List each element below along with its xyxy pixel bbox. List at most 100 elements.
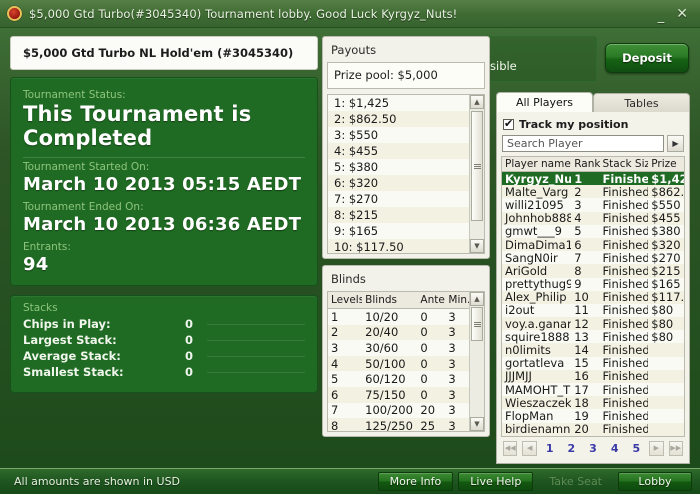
payout-row[interactable]: 2: $862.50 — [328, 111, 469, 127]
player-cell-stack: Finished — [602, 290, 649, 305]
pagination-page-2[interactable]: 2 — [567, 441, 576, 455]
blinds-row[interactable]: 3 30/60 0 3 — [328, 340, 469, 356]
tournament-status-label: Tournament Status: — [23, 89, 126, 101]
player-row[interactable]: gmwt___9 5 Finished $380 — [502, 224, 684, 239]
scroll-track[interactable] — [470, 306, 484, 417]
blinds-row[interactable]: 1 10/20 0 3 — [328, 309, 469, 325]
player-row[interactable]: FlopMan 19 Finished — [502, 408, 684, 423]
pagination-page-5[interactable]: 5 — [632, 441, 641, 455]
player-row[interactable]: JJJMJJ 16 Finished — [502, 369, 684, 383]
player-cell-stack: Finished — [602, 303, 649, 318]
player-row[interactable]: Kyrgyz_Nuts1 Finished$1,425 — [502, 171, 684, 186]
stack-label: Chips in Play: — [23, 317, 111, 331]
pagination-prev-button[interactable]: ◀ — [522, 440, 537, 456]
player-cell-rank: 12 — [574, 316, 589, 331]
player-row[interactable]: DimaDima136 Finished$320 — [502, 237, 684, 252]
scroll-up-icon[interactable]: ▲ — [470, 95, 484, 109]
scroll-thumb[interactable] — [471, 111, 483, 221]
player-row[interactable]: Alex_Philip 10 Finished$117.... — [502, 290, 684, 305]
blinds-row[interactable]: 5 60/120 0 3 — [328, 371, 469, 387]
footer-button-more-info[interactable]: More Info — [377, 472, 454, 491]
tab-tables[interactable]: Tables — [593, 93, 690, 112]
payout-row[interactable]: 7: $270 — [328, 191, 469, 207]
payout-row[interactable]: 8: $215 — [328, 207, 469, 223]
tab-all-players[interactable]: All Players — [496, 92, 593, 112]
player-cell-rank: 9 — [574, 277, 582, 292]
grip-icon — [473, 163, 481, 169]
track-position-row[interactable]: Track my position — [501, 116, 685, 135]
blinds-row[interactable]: 2 20/40 0 3 — [328, 324, 469, 341]
payouts-widget: Payouts Prize pool: $5,000 1: $1,425 2: $… — [322, 36, 490, 259]
pagination-page-4[interactable]: 4 — [610, 441, 619, 455]
player-cell-rank: 4 — [574, 211, 582, 226]
blinds-row[interactable]: 6 75/150 0 3 — [328, 386, 469, 403]
pagination-next-button[interactable]: ▶ — [649, 440, 664, 456]
payout-row[interactable]: 6: $320 — [328, 175, 469, 191]
stack-rule — [207, 340, 305, 341]
player-cell-rank: 8 — [574, 263, 582, 278]
player-cell-prize: $380 — [651, 224, 681, 239]
pagination-page-3[interactable]: 3 — [589, 441, 597, 455]
payout-row[interactable]: 1: $1,425 — [328, 95, 469, 111]
player-row[interactable]: prettythug999 Finished$165 — [502, 277, 684, 292]
pagination-page-1[interactable]: 1 — [545, 441, 554, 455]
minimize-button[interactable]: _ — [657, 8, 665, 24]
player-row[interactable]: Malte_Varg 2 Finished$862.... — [502, 184, 684, 199]
scroll-track[interactable] — [470, 109, 484, 239]
search-player-input[interactable]: Search Player — [502, 135, 664, 152]
blinds-cell-antes: 0 — [420, 325, 428, 340]
player-cell-rank: 19 — [574, 408, 589, 423]
pagination-first-button[interactable]: ◀◀ — [503, 440, 518, 456]
scroll-up-icon[interactable]: ▲ — [470, 292, 484, 306]
tournament-started-label: Tournament Started On: — [23, 161, 150, 173]
blinds-scrollbar[interactable]: ▲ ▼ — [469, 292, 484, 431]
player-cell-rank: 14 — [574, 343, 589, 358]
pagination-last-button[interactable]: ▶▶ — [668, 440, 683, 456]
player-row[interactable]: SangN0ir 7 Finished $270 — [502, 251, 684, 265]
footer-button-lobby[interactable]: Lobby — [618, 472, 692, 491]
player-row[interactable]: voy.a.ganar 12 Finished $80 — [502, 316, 684, 331]
player-row[interactable]: i2out 11 Finished $80 — [502, 303, 684, 318]
player-cell-prize: $455 — [651, 211, 681, 226]
payout-row[interactable]: 5: $380 — [328, 159, 469, 175]
scroll-thumb[interactable] — [471, 307, 483, 341]
player-cell-name: Kyrgyz_Nuts — [505, 171, 572, 186]
scroll-down-icon[interactable]: ▼ — [470, 239, 484, 253]
payout-row[interactable]: 4: $455 — [328, 143, 469, 159]
payouts-scrollbar[interactable]: ▲ ▼ — [469, 95, 484, 253]
payouts-list[interactable]: 1: $1,425 2: $862.50 3: $550 4: $455 5: $380… — [327, 94, 485, 254]
blinds-row[interactable]: 4 50/100 0 3 — [328, 355, 469, 372]
blinds-cell-antes: 0 — [420, 372, 428, 387]
player-cell-prize: $550 — [651, 197, 681, 212]
blinds-table[interactable]: Levels Blinds Antes Min. 110/2003220/400… — [327, 291, 485, 432]
player-cell-stack: Finished — [602, 237, 649, 252]
track-position-checkbox[interactable] — [503, 117, 514, 130]
payouts-rows: 1: $1,425 2: $862.50 3: $550 4: $455 5: $380… — [328, 95, 469, 253]
blinds-row[interactable]: 7 100/200 20 3 — [328, 402, 469, 419]
player-row[interactable]: birdienamn...20 Finished — [502, 422, 684, 436]
payout-row[interactable]: 10: $117.50 — [328, 239, 469, 253]
player-row[interactable]: n0limits 14 Finished — [502, 343, 684, 358]
blinds-row[interactable]: 8 125/250 25 3 — [328, 418, 469, 431]
deposit-button[interactable]: Deposit — [605, 43, 689, 73]
player-cell-stack: Finished — [602, 329, 649, 344]
payout-row[interactable]: 9: $165 — [328, 223, 469, 239]
payouts-title: Payouts — [331, 43, 377, 57]
player-row[interactable]: willi21095 3 Finished $550 — [502, 197, 684, 212]
column-header-rank: Rank — [574, 158, 600, 170]
player-row[interactable]: Wieszaczek 18 Finished — [502, 396, 684, 410]
footer-button-live-help[interactable]: Live Help — [458, 472, 534, 491]
player-row[interactable]: squire1888 13 Finished $80 — [502, 329, 684, 344]
player-row[interactable]: AriGold 8 Finished $215 — [502, 263, 684, 278]
close-button[interactable]: ✕ — [676, 5, 688, 22]
blinds-cell-min: 3 — [448, 372, 456, 387]
player-cell-name: Malte_Varg — [505, 184, 569, 199]
payout-row[interactable]: 3: $550 — [328, 127, 469, 143]
stacks-title: Stacks — [23, 302, 58, 314]
player-row[interactable]: gortatleva 15 Finished — [502, 356, 684, 370]
play-arrow-icon[interactable]: ▶ — [667, 135, 684, 152]
player-row[interactable]: Johnhob888 4 Finished $455 — [502, 211, 684, 226]
player-row[interactable]: MAMOHT_T 17 Finished — [502, 383, 684, 397]
scroll-down-icon[interactable]: ▼ — [470, 417, 484, 431]
entrants-label: Entrants: — [23, 241, 71, 253]
